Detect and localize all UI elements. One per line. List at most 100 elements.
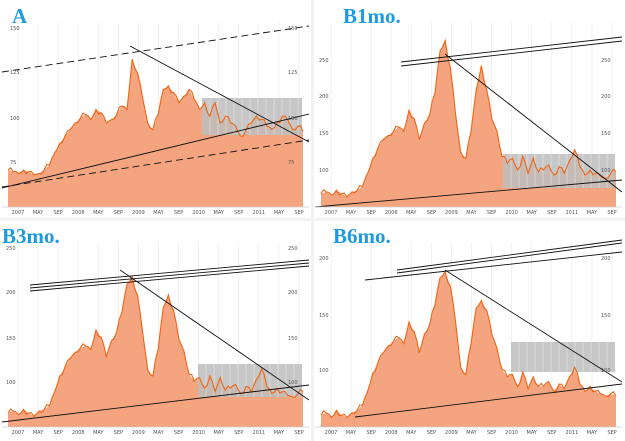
y-tick-label-left: 150 xyxy=(6,336,16,342)
chart-title: B3mo. xyxy=(2,224,60,248)
x-tick-label: MAY xyxy=(587,430,598,436)
y-tick-label-right: 200 xyxy=(288,290,298,296)
y-tick-label-left: 150 xyxy=(319,313,329,319)
x-tick-label: 2010 xyxy=(505,430,518,436)
y-tick-label-right: 125 xyxy=(288,70,298,76)
trend-line xyxy=(444,53,622,193)
x-tick-label: SEP xyxy=(234,430,243,436)
chart-svg: 2007 MAY SEP 2008 MAY SEP 2009 MAY SEP 2010 MAY SEP… xyxy=(315,239,622,436)
x-tick-label: 2007 xyxy=(325,210,338,216)
y-tick-label-right: 150 xyxy=(288,336,298,342)
x-tick-label: MAY xyxy=(406,430,417,436)
y-tick-label-right: 250 xyxy=(601,58,611,64)
x-tick-label: MAY xyxy=(153,210,164,216)
price-line xyxy=(320,38,617,198)
chart-panel-b3mo: 2007 MAY SEP 2008 MAY SEP 2009 MAY SEP 2010 MAY SEP… xyxy=(2,222,309,437)
x-tick-label: SEP xyxy=(427,430,436,436)
x-tick-label: SEP xyxy=(607,210,616,216)
chart-panel-b1mo: 2007 MAY SEP 2008 MAY SEP 2009 MAY SEP 2010 MAY SEP… xyxy=(315,2,622,217)
chart-panel-a: 2007 MAY SEP 2008 MAY SEP 2009 MAY SEP 2010 MAY SEP… xyxy=(2,2,309,217)
price-area xyxy=(321,271,616,427)
x-tick-label: 2010 xyxy=(192,430,205,436)
x-tick-label: 2009 xyxy=(132,430,145,436)
y-tick-label-left: 100 xyxy=(6,380,16,386)
y-tick-label-right: 150 xyxy=(601,313,611,319)
chart-title: A xyxy=(12,4,28,28)
x-tick-label: 2010 xyxy=(192,210,205,216)
y-tick-label-left: 100 xyxy=(10,116,20,122)
x-tick-label: SEP xyxy=(547,430,556,436)
x-tick-label: 2008 xyxy=(385,430,398,436)
y-tick-label-left: 250 xyxy=(319,58,329,64)
price-line xyxy=(7,275,304,418)
x-tick-label: MAY xyxy=(527,430,538,436)
x-tick-label: MAY xyxy=(214,210,225,216)
x-tick-label: 2007 xyxy=(12,430,25,436)
trend-line xyxy=(400,40,622,67)
x-tick-label: 2009 xyxy=(445,210,458,216)
x-tick-label: MAY xyxy=(274,210,285,216)
x-tick-label: 2009 xyxy=(132,210,145,216)
chart-svg: 2007 MAY SEP 2008 MAY SEP 2009 MAY SEP 2010 MAY SEP… xyxy=(2,22,309,216)
price-line xyxy=(7,58,304,176)
chart-panel-b6mo: 2007 MAY SEP 2008 MAY SEP 2009 MAY SEP 2010 MAY SEP… xyxy=(315,222,622,437)
x-tick-label: SEP xyxy=(547,210,556,216)
y-tick-label-left: 200 xyxy=(6,290,16,296)
y-tick-label-right: 100 xyxy=(288,116,298,122)
x-tick-label: SEP xyxy=(294,210,303,216)
trend-line xyxy=(29,259,309,286)
x-tick-label: SEP xyxy=(366,210,375,216)
x-tick-label: MAY xyxy=(406,210,417,216)
x-tick-label: 2011 xyxy=(252,210,265,216)
y-tick-label-right: 150 xyxy=(288,26,298,32)
trend-line xyxy=(354,383,622,418)
x-tick-label: SEP xyxy=(234,210,243,216)
chart-title: B1mo. xyxy=(343,4,401,28)
x-tick-label: 2011 xyxy=(252,430,265,436)
y-tick-label-right: 150 xyxy=(601,131,611,137)
x-tick-label: MAY xyxy=(527,210,538,216)
x-tick-label: SEP xyxy=(53,210,62,216)
x-tick-label: MAY xyxy=(93,430,104,436)
y-tick-label-right: 100 xyxy=(288,380,298,386)
x-tick-label: 2009 xyxy=(445,430,458,436)
y-tick-label-left: 150 xyxy=(319,131,329,137)
x-tick-label: SEP xyxy=(174,210,183,216)
trend-line xyxy=(364,251,622,281)
y-tick-label-right: 250 xyxy=(288,246,298,252)
x-tick-label: SEP xyxy=(53,430,62,436)
y-tick-label-left: 150 xyxy=(10,26,20,32)
x-tick-label: SEP xyxy=(174,430,183,436)
range-box xyxy=(202,98,302,135)
price-area xyxy=(321,40,616,207)
trend-line xyxy=(29,265,309,292)
x-tick-label: MAY xyxy=(466,430,477,436)
x-tick-label: MAY xyxy=(346,430,357,436)
chart-svg: 2007 MAY SEP 2008 MAY SEP 2009 MAY SEP 2010 MAY SEP… xyxy=(2,242,309,436)
x-tick-label: MAY xyxy=(214,430,225,436)
x-tick-label: MAY xyxy=(587,210,598,216)
x-tick-label: 2008 xyxy=(72,430,85,436)
x-tick-label: 2008 xyxy=(385,210,398,216)
y-tick-label-left: 250 xyxy=(6,246,16,252)
x-tick-label: SEP xyxy=(366,430,375,436)
y-tick-label-left: 75 xyxy=(10,160,16,166)
trend-line xyxy=(396,239,622,271)
y-tick-label-left: 200 xyxy=(319,256,329,262)
y-tick-label-right: 100 xyxy=(601,368,611,374)
x-tick-label: MAY xyxy=(93,210,104,216)
x-tick-label: MAY xyxy=(346,210,357,216)
x-tick-label: SEP xyxy=(487,210,496,216)
y-tick-label-left: 100 xyxy=(319,168,329,174)
y-tick-label-right: 200 xyxy=(601,256,611,262)
x-tick-label: SEP xyxy=(427,210,436,216)
trend-line xyxy=(2,384,309,423)
x-tick-label: MAY xyxy=(466,210,477,216)
x-tick-label: SEP xyxy=(294,430,303,436)
x-tick-label: SEP xyxy=(114,430,123,436)
trend-line xyxy=(129,45,309,143)
price-area xyxy=(8,59,303,207)
y-tick-label-left: 125 xyxy=(10,70,20,76)
x-tick-label: 2008 xyxy=(72,210,85,216)
x-tick-label: SEP xyxy=(487,430,496,436)
